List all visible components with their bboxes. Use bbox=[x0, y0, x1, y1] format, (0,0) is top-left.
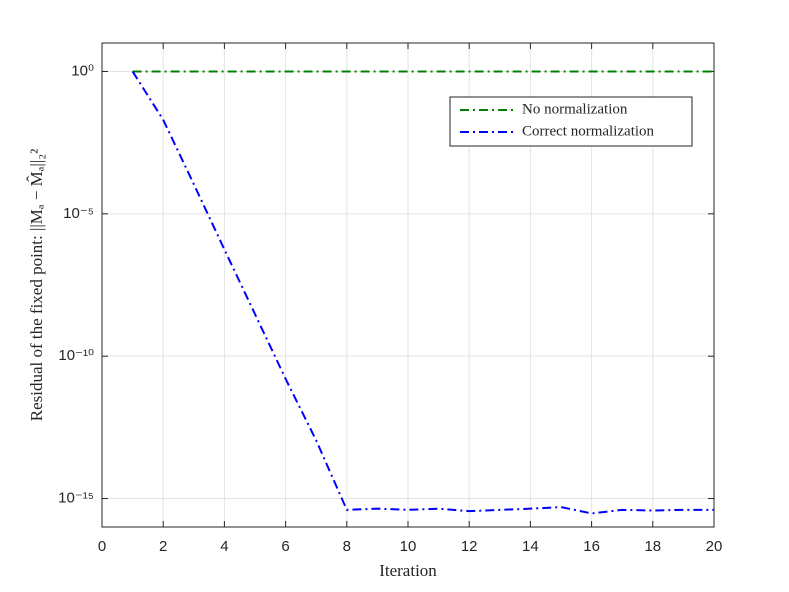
legend-box bbox=[449, 96, 693, 147]
y-axis-label: Residual of the fixed point: ||Mₐ − M̂ₐ|… bbox=[27, 149, 46, 422]
y-tick-label: 10⁻¹⁰ bbox=[58, 347, 94, 364]
legend-label: No normalization bbox=[522, 101, 628, 117]
x-tick-label: 4 bbox=[220, 538, 228, 555]
x-tick-label: 16 bbox=[583, 538, 600, 555]
x-tick-label: 8 bbox=[343, 538, 351, 555]
y-tick-label: 10⁻¹⁵ bbox=[58, 489, 94, 506]
y-tick-label: 10⁻⁵ bbox=[63, 205, 94, 222]
x-tick-label: 10 bbox=[400, 538, 417, 555]
x-tick-label: 6 bbox=[281, 538, 289, 555]
y-tick-label: 10⁰ bbox=[71, 62, 94, 79]
x-tick-label: 14 bbox=[522, 538, 539, 555]
legend-label: Correct normalization bbox=[522, 123, 655, 139]
x-tick-label: 20 bbox=[706, 538, 723, 555]
x-tick-label: 18 bbox=[644, 538, 661, 555]
x-axis-label: Iteration bbox=[379, 561, 437, 580]
legend: No normalization Correct normalization bbox=[449, 96, 693, 147]
x-tick-label: 0 bbox=[98, 538, 106, 555]
x-tick-label: 2 bbox=[159, 538, 167, 555]
x-tick-label: 12 bbox=[461, 538, 478, 555]
series-line bbox=[131, 70, 714, 515]
